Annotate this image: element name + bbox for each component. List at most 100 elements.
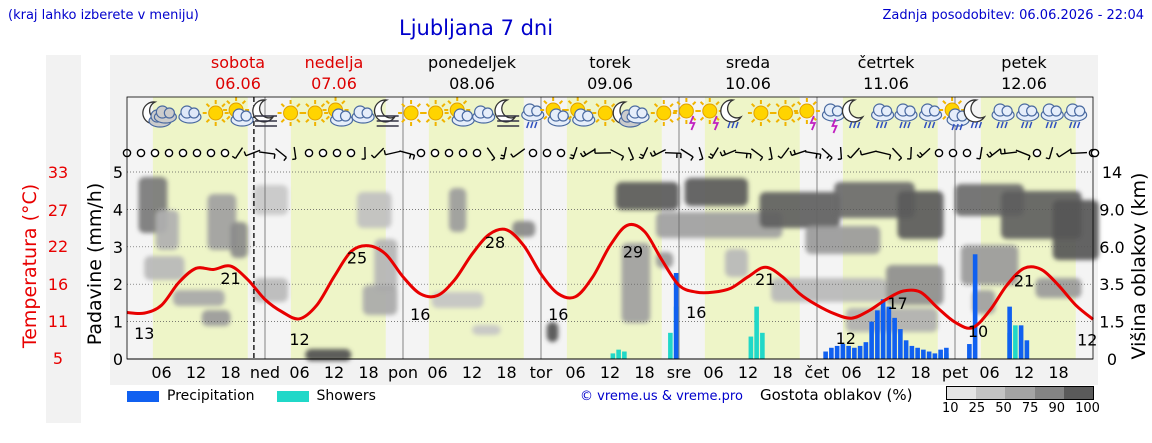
sun-ray (221, 103, 226, 108)
precipitation-bar (909, 345, 915, 359)
wind-barb-shaft (503, 146, 507, 160)
precipitation-bar (829, 347, 834, 359)
wind-barb-feather (989, 151, 993, 156)
sun-ray (462, 100, 468, 105)
rain-icon (848, 121, 861, 129)
precip-tick-label: 2 (113, 275, 123, 294)
sun-ray (296, 118, 301, 123)
wind-barb-feather (999, 149, 1002, 155)
wind-barb-feather (768, 158, 773, 161)
sun-ray (567, 115, 573, 120)
sun-ray (226, 100, 231, 105)
calm-wind-icon (444, 148, 454, 158)
sun-ray (653, 118, 659, 123)
sun-ray (942, 100, 947, 105)
day-headers: sobota 06.06 nedelja 07.06 ponedeljek 08.06 to… (211, 53, 1048, 93)
wind-barb-icon (664, 151, 682, 159)
cloud-shape (188, 107, 200, 119)
x-tick-day-label: pon (388, 363, 418, 382)
shower-bar (622, 351, 627, 359)
calm-wind-icon (1090, 148, 1100, 158)
wind-barb-feather (292, 158, 296, 161)
sun-ray (205, 118, 211, 123)
x-tick-label: 06 (703, 363, 723, 382)
sun-disc (403, 105, 419, 121)
rain-drop (907, 121, 911, 129)
density-swatch (976, 387, 1006, 399)
wind-barb-feather (638, 156, 643, 160)
wind-barb-icon (875, 150, 892, 160)
cloud-shape (904, 105, 916, 117)
temperature-label: 17 (887, 294, 907, 313)
wind-barb-shaft (750, 148, 764, 158)
wind-barb-feather (719, 151, 723, 157)
wind-barb-icon (579, 148, 596, 158)
wind-barb-icon (231, 147, 244, 159)
last-updated: Zadnja posodobitev: 06.06.2026 - 22:04 (882, 8, 1144, 23)
wind-barb-icon (361, 146, 366, 160)
wind-barb-feather (640, 153, 644, 157)
wind-barb-icon (698, 146, 704, 161)
wind-barb-shaft (572, 146, 578, 160)
x-tick-label: 12 (1014, 363, 1034, 382)
wind-barb-shaft (512, 148, 526, 158)
x-tick-day-label: ned (250, 363, 280, 382)
cloud-density-layer (138, 177, 1099, 361)
cloud-icon (230, 108, 254, 127)
temperature-label: 21 (220, 269, 240, 288)
wind-barb-shaft (627, 147, 635, 159)
wind-barb-shaft (805, 150, 821, 156)
calm-wind-icon (430, 148, 440, 158)
sun-ray (280, 118, 285, 123)
calm-wind-icon (962, 148, 972, 158)
sun-ray (325, 100, 330, 105)
axes: 06 12 18 ned 06 12 18 pon 06 12 18 tor 06 12 18 sre 06 12… (19, 96, 1150, 382)
sun-disc (283, 105, 299, 121)
cloud-icon (1016, 103, 1040, 122)
wind-barb-feather (1027, 155, 1031, 161)
rain-drop (1028, 121, 1033, 129)
precipitation-bar (926, 351, 932, 359)
sun-ray (205, 103, 211, 108)
cloud-icon (918, 103, 943, 122)
precipitation-bar (869, 321, 874, 359)
cloud-density-blob (972, 290, 996, 314)
rain-drop (931, 121, 936, 129)
cloud-shape (339, 110, 352, 122)
wind-barb-feather (412, 154, 416, 160)
wind-barb-icon (821, 147, 833, 162)
wind-barb-feather (708, 155, 713, 160)
sun-ray (583, 100, 588, 105)
sun-icon (650, 100, 677, 126)
wind-barb-feather (699, 158, 704, 161)
rain-drop (978, 121, 983, 129)
shower-bar (754, 306, 759, 359)
cloud-shape (1001, 105, 1013, 117)
wind-barb-feather (777, 155, 782, 159)
wind-barb-icon (638, 147, 649, 160)
cloud-shape (880, 105, 893, 117)
wind-barb-feather (888, 154, 892, 160)
calm-wind-icon (304, 148, 314, 158)
left-margin-panel (46, 55, 81, 423)
rain-drop (727, 121, 731, 129)
wind-barb-icon (399, 150, 416, 160)
copyright-link[interactable]: © vreme.us & vreme.pro (580, 389, 743, 404)
wind-barb-feather (826, 154, 831, 159)
precipitation-bar (932, 353, 938, 359)
density-swatch (1063, 387, 1094, 399)
sun-icon (398, 100, 425, 126)
temperature-tick-label: 11 (48, 312, 68, 331)
wind-barb-icon (777, 147, 790, 159)
sun-ray (775, 118, 780, 123)
wind-barb-shaft (399, 150, 415, 156)
sun-ray (416, 118, 421, 123)
cloud-icon (329, 108, 354, 127)
calm-wind-icon (164, 148, 174, 158)
temperature-label: 12 (1077, 330, 1097, 349)
wind-barb-feather (383, 150, 387, 155)
temperature-label: 16 (548, 305, 568, 324)
precip-tick-label: 0 (113, 350, 123, 369)
precip-axis-label: Padavine (mm/h) (84, 183, 106, 346)
shower-bar (610, 353, 616, 359)
